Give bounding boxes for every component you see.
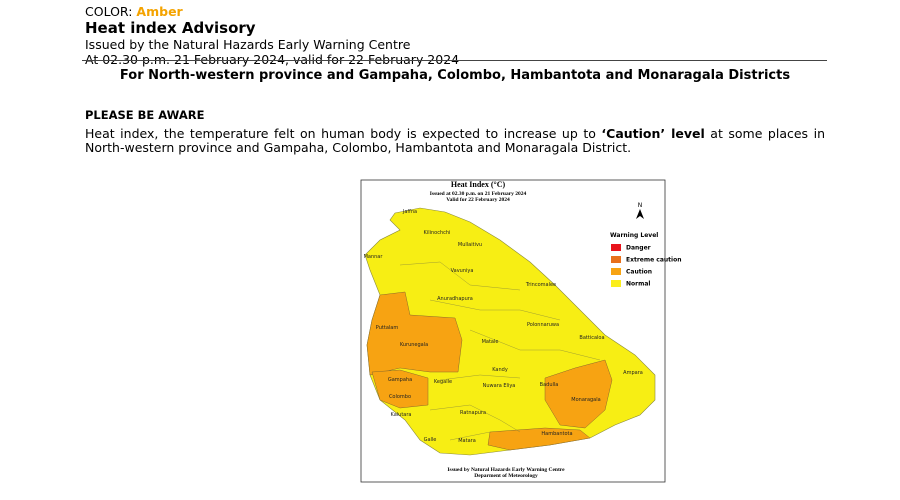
district-label: Hambantota <box>541 431 572 437</box>
district-label: Ampara <box>623 370 643 376</box>
legend-swatch <box>611 244 621 251</box>
legend-label: Normal <box>626 281 650 288</box>
district-label: Galle <box>424 437 437 443</box>
border <box>399 261 601 441</box>
district-borders <box>399 261 601 441</box>
north-arrow <box>636 209 644 219</box>
district-label: Vavuniya <box>451 268 474 274</box>
legend-label: Caution <box>626 269 652 276</box>
body-emphasis: ‘Caution’ level <box>601 126 705 141</box>
caution-region <box>544 359 613 429</box>
issued-at: At 02.30 p.m. 21 February 2024, valid fo… <box>85 52 460 67</box>
district-label: Kurunegala <box>400 342 428 348</box>
color-line: COLOR: Amber <box>85 4 459 19</box>
color-label: COLOR: <box>85 4 133 19</box>
map-title: Heat Index (°C) <box>451 180 506 189</box>
district-label: Gampaha <box>388 377 412 383</box>
district-label: Kilinochchi <box>424 230 451 236</box>
body-text: Heat index, the temperature felt on huma… <box>85 127 825 155</box>
headline: For North-western province and Gampaha, … <box>119 68 791 83</box>
legend-title: Warning Level <box>610 232 658 239</box>
notice: PLEASE BE AWARE <box>85 108 205 122</box>
district-label: Monaragala <box>571 397 600 403</box>
district-label: Matale <box>482 339 499 345</box>
district-label: Puttalam <box>376 325 399 331</box>
legend-swatch <box>611 280 621 287</box>
north-label: N <box>638 202 643 209</box>
legend-label: Extreme caution <box>626 257 681 264</box>
district-label: Polonnaruwa <box>527 322 559 328</box>
legend-swatch <box>611 268 621 275</box>
district-label: Kegalle <box>434 379 452 385</box>
district-label: Mannar <box>364 254 384 260</box>
color-value: Amber <box>136 4 183 19</box>
legend: Danger Extreme caution Caution Normal <box>611 244 681 288</box>
title: Heat index Advisory <box>85 19 256 37</box>
district-labels: Jaffna Kilinochchi Mullaitivu Mannar Vavuniy… <box>364 209 643 444</box>
district-label: Kandy <box>492 367 508 373</box>
divider <box>82 60 827 61</box>
district-label: Batticaloa <box>579 335 604 341</box>
district-label: Colombo <box>389 394 411 400</box>
district-label: Mullaitivu <box>458 242 482 248</box>
district-label: Nuwara Eliya <box>483 383 516 389</box>
district-label: Ratnapura <box>460 410 486 416</box>
district-label: Badulla <box>540 382 559 388</box>
map-issued: Issued at 02.30 p.m. on 21 February 2024 <box>430 191 527 197</box>
district-label: Jaffna <box>402 209 417 215</box>
legend-label: Danger <box>626 245 651 252</box>
district-label: Trincomalee <box>525 282 556 288</box>
body-text-part: Heat index, the temperature felt on huma… <box>85 126 602 141</box>
body-text-part: at some places in North-western province… <box>85 126 825 155</box>
legend-swatch <box>611 256 621 263</box>
map-footer: Deparment of Meteorology <box>474 473 538 479</box>
caution-region <box>371 369 429 409</box>
district-label: Anuradhapura <box>437 296 473 302</box>
issued-by: Issued by the Natural Hazards Early Warn… <box>85 37 411 52</box>
header: COLOR: Amber Heat index Advisory Issued … <box>85 4 459 67</box>
district-label: Matara <box>458 438 476 444</box>
caution-region <box>366 291 463 376</box>
map-valid: Valid for 22 February 2024 <box>446 197 510 203</box>
map-footer: Issued by Natural Hazards Early Warning … <box>447 467 565 473</box>
caution-region <box>487 427 591 451</box>
district-label: Kalutara <box>391 412 412 418</box>
